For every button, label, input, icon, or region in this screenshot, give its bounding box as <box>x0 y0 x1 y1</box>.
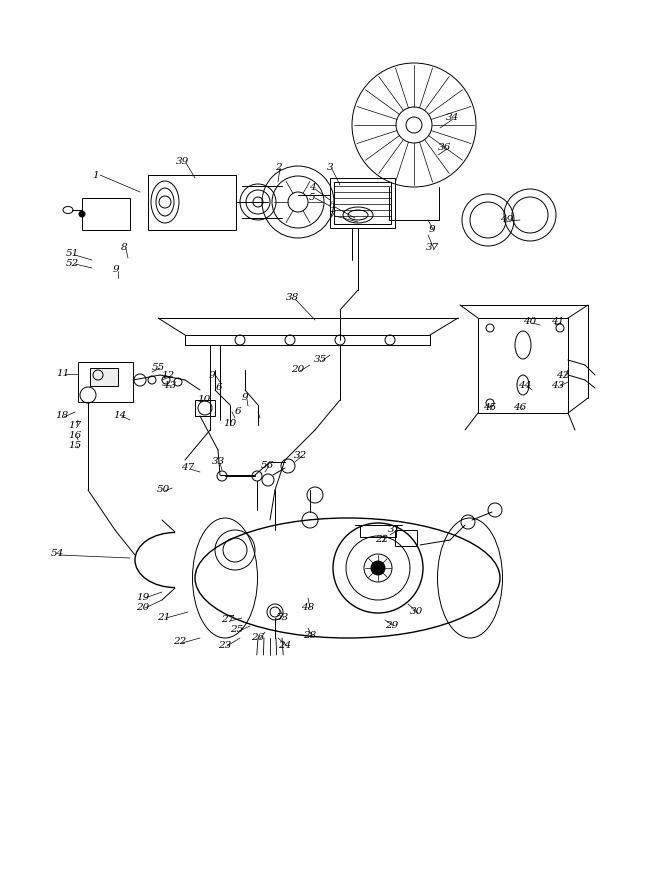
Text: 53: 53 <box>276 613 289 622</box>
Text: 11: 11 <box>56 368 70 377</box>
Text: 56: 56 <box>260 460 274 470</box>
Bar <box>148 175 236 230</box>
Text: 6: 6 <box>216 383 222 393</box>
Bar <box>82 198 130 230</box>
Bar <box>360 525 396 537</box>
Bar <box>478 318 568 413</box>
Text: 36: 36 <box>438 143 452 153</box>
Text: 39: 39 <box>176 157 190 167</box>
Text: 37: 37 <box>425 244 439 252</box>
Text: 10: 10 <box>198 395 210 404</box>
Text: 15: 15 <box>69 441 81 450</box>
Text: 13: 13 <box>163 381 177 389</box>
Text: 42: 42 <box>556 370 570 380</box>
Text: 49: 49 <box>501 216 513 224</box>
Text: 47: 47 <box>181 464 195 472</box>
Text: 18: 18 <box>55 411 69 421</box>
Bar <box>78 362 133 402</box>
Text: 1: 1 <box>93 170 99 180</box>
Text: 32: 32 <box>294 450 306 459</box>
Text: 12: 12 <box>161 370 175 380</box>
Text: 2: 2 <box>275 162 282 171</box>
Bar <box>195 400 215 416</box>
Text: 3: 3 <box>327 163 333 173</box>
Bar <box>90 368 118 386</box>
Text: 4: 4 <box>308 183 315 193</box>
Text: 6: 6 <box>235 407 241 416</box>
Text: 29: 29 <box>385 621 398 629</box>
Text: 51: 51 <box>65 250 79 258</box>
Circle shape <box>371 561 385 575</box>
Bar <box>395 530 417 546</box>
Text: 26: 26 <box>251 634 265 643</box>
Text: 21: 21 <box>157 613 171 622</box>
Text: 40: 40 <box>523 318 537 327</box>
Text: 25: 25 <box>230 625 244 635</box>
Text: 23: 23 <box>218 641 232 650</box>
Text: 19: 19 <box>136 593 150 601</box>
Text: 20: 20 <box>136 602 150 611</box>
Text: 45: 45 <box>483 403 497 413</box>
Text: 9: 9 <box>429 225 435 235</box>
Text: 52: 52 <box>65 258 79 267</box>
Text: 35: 35 <box>313 355 327 365</box>
Text: 9: 9 <box>209 370 215 380</box>
Text: 33: 33 <box>212 457 224 466</box>
Text: 7: 7 <box>329 210 335 219</box>
Text: 14: 14 <box>114 410 126 420</box>
Text: 27: 27 <box>221 615 235 624</box>
Text: 44: 44 <box>518 381 532 389</box>
Text: 28: 28 <box>303 630 317 640</box>
Text: 22: 22 <box>376 535 388 545</box>
Text: 20: 20 <box>292 366 304 375</box>
Text: 43: 43 <box>551 381 564 389</box>
Text: 16: 16 <box>69 430 81 439</box>
Text: 31: 31 <box>387 526 401 534</box>
Text: 6: 6 <box>329 202 335 210</box>
Text: 22: 22 <box>173 637 187 647</box>
Text: 9: 9 <box>242 394 249 402</box>
Text: 50: 50 <box>157 485 169 494</box>
Text: 17: 17 <box>69 421 81 430</box>
Circle shape <box>79 211 85 217</box>
Text: 38: 38 <box>286 293 300 303</box>
Text: 5: 5 <box>308 193 315 202</box>
Text: 41: 41 <box>551 318 564 327</box>
Text: 46: 46 <box>513 403 527 413</box>
Text: 48: 48 <box>301 602 314 611</box>
Bar <box>330 178 395 228</box>
Text: 10: 10 <box>223 418 237 428</box>
Text: 55: 55 <box>151 362 165 372</box>
Text: 8: 8 <box>121 244 127 252</box>
Text: 34: 34 <box>446 113 458 122</box>
Text: 54: 54 <box>50 549 64 559</box>
Bar <box>334 182 391 224</box>
Text: 9: 9 <box>113 265 120 274</box>
Text: 24: 24 <box>278 641 292 650</box>
Text: 30: 30 <box>409 608 423 616</box>
